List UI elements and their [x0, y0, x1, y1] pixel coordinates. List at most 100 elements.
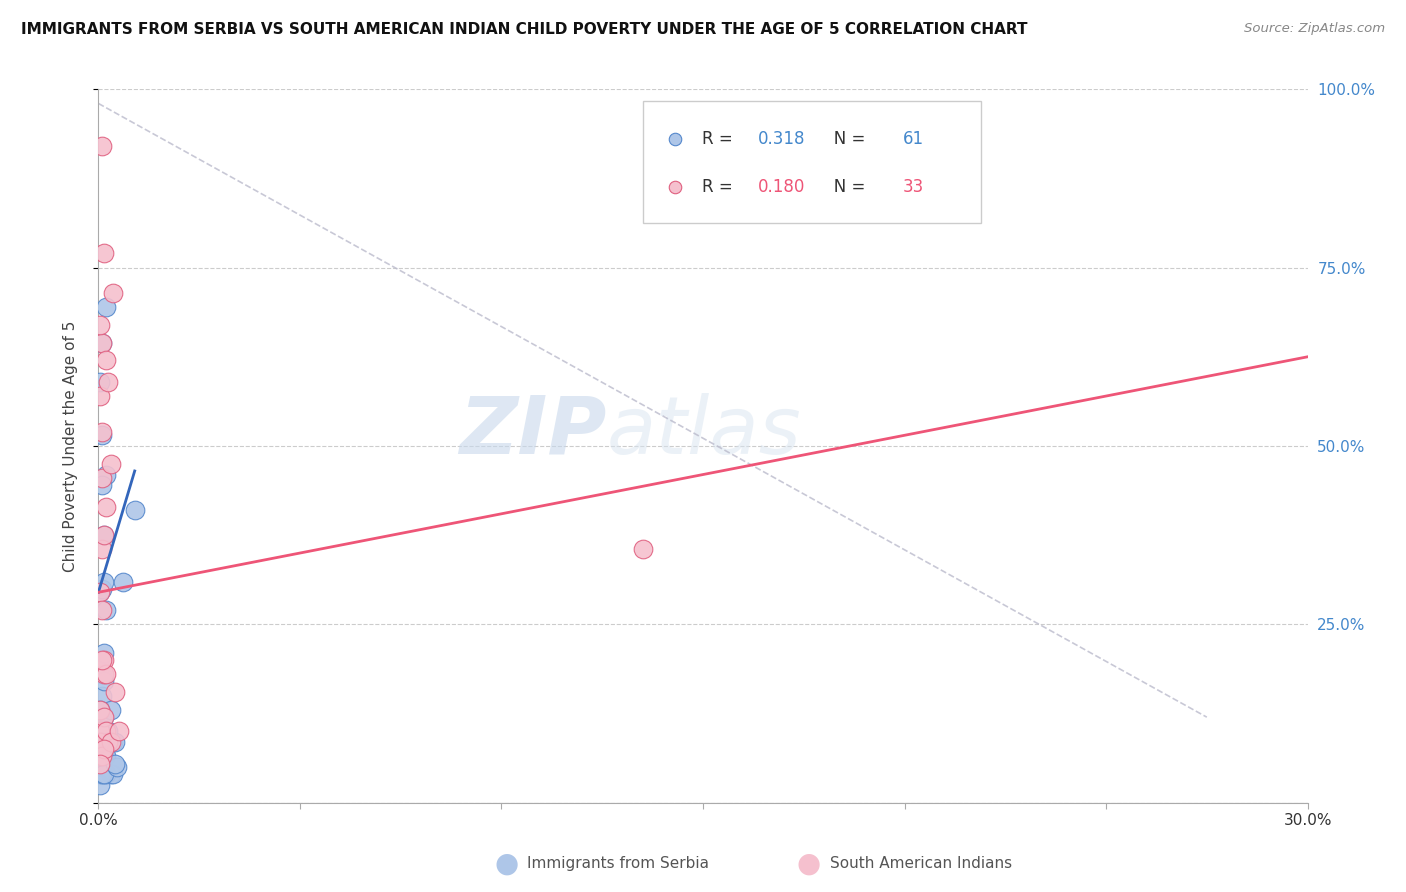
Point [89, 585, 111, 599]
Text: R =: R = [702, 178, 738, 196]
Point [89, 724, 111, 739]
Point [100, 457, 122, 471]
Point [93, 528, 115, 542]
Point [89, 724, 111, 739]
Text: atlas: atlas [606, 392, 801, 471]
Point [89, 767, 111, 781]
Point [93, 674, 115, 689]
Point [96, 724, 118, 739]
Point [97, 735, 120, 749]
Point [93, 767, 115, 781]
Point [93, 724, 115, 739]
Point [93, 653, 115, 667]
Point [93, 646, 115, 660]
Point [124, 503, 146, 517]
Text: ●: ● [796, 849, 821, 878]
Point [93, 528, 115, 542]
Point [91, 335, 114, 350]
Point [96, 500, 118, 514]
Point [93, 735, 115, 749]
Point [96, 353, 118, 368]
Text: 61: 61 [903, 130, 924, 148]
Point [93, 710, 115, 724]
Point [91, 478, 114, 492]
Point [89, 778, 111, 792]
Point [97, 735, 120, 749]
Point [91, 749, 114, 764]
Text: 0.180: 0.180 [758, 178, 804, 196]
Point [93, 742, 115, 756]
Point [91, 735, 114, 749]
Point [93, 574, 115, 589]
Point [103, 756, 125, 771]
Point [91, 749, 114, 764]
Point [97, 375, 120, 389]
Point [89, 735, 111, 749]
Point [89, 703, 111, 717]
Point [96, 767, 118, 781]
Point [89, 735, 111, 749]
Point [103, 685, 125, 699]
Point [89, 660, 111, 674]
Point [93, 749, 115, 764]
Point [89, 585, 111, 599]
Point [91, 739, 114, 753]
Point [89, 318, 111, 332]
Point [89, 735, 111, 749]
Point [105, 760, 128, 774]
Text: 0.318: 0.318 [758, 130, 804, 148]
Point [93, 667, 115, 681]
Point [91, 767, 114, 781]
Point [89, 767, 111, 781]
Point [89, 389, 111, 403]
Point [91, 139, 114, 153]
Point [91, 749, 114, 764]
Point [90, 667, 112, 681]
Text: N =: N = [818, 178, 870, 196]
Point [91, 749, 114, 764]
Point [96, 749, 118, 764]
Text: IMMIGRANTS FROM SERBIA VS SOUTH AMERICAN INDIAN CHILD POVERTY UNDER THE AGE OF 5: IMMIGRANTS FROM SERBIA VS SOUTH AMERICAN… [21, 22, 1028, 37]
Text: Source: ZipAtlas.com: Source: ZipAtlas.com [1244, 22, 1385, 36]
Point [91, 471, 114, 485]
Point [89, 749, 111, 764]
Point [96, 467, 118, 482]
Point [91, 582, 114, 596]
Point [101, 285, 124, 300]
Point [91, 542, 114, 557]
Point [101, 735, 124, 749]
FancyBboxPatch shape [643, 102, 981, 223]
Point [100, 735, 122, 749]
Point [91, 653, 114, 667]
Point [91, 603, 114, 617]
Point [96, 300, 118, 314]
Point [89, 703, 111, 717]
Point [89, 756, 111, 771]
Point [631, 542, 654, 557]
Point [91, 749, 114, 764]
Point [93, 246, 115, 260]
Point [107, 724, 129, 739]
Point [97, 735, 120, 749]
Text: N =: N = [818, 130, 870, 148]
Point [89, 375, 111, 389]
Point [93, 749, 115, 764]
Point [91, 767, 114, 781]
Point [93, 710, 115, 724]
Text: South American Indians: South American Indians [830, 856, 1012, 871]
Text: ZIP: ZIP [458, 392, 606, 471]
Point [97, 724, 120, 739]
Point [89, 735, 111, 749]
Point [89, 767, 111, 781]
Point [91, 735, 114, 749]
Point [100, 767, 122, 781]
Point [101, 767, 124, 781]
Text: 33: 33 [903, 178, 924, 196]
Point [111, 574, 134, 589]
Point [91, 428, 114, 442]
Y-axis label: Child Poverty Under the Age of 5: Child Poverty Under the Age of 5 [63, 320, 77, 572]
Point [89, 756, 111, 771]
Point [91, 689, 114, 703]
Text: R =: R = [702, 130, 738, 148]
Point [91, 749, 114, 764]
